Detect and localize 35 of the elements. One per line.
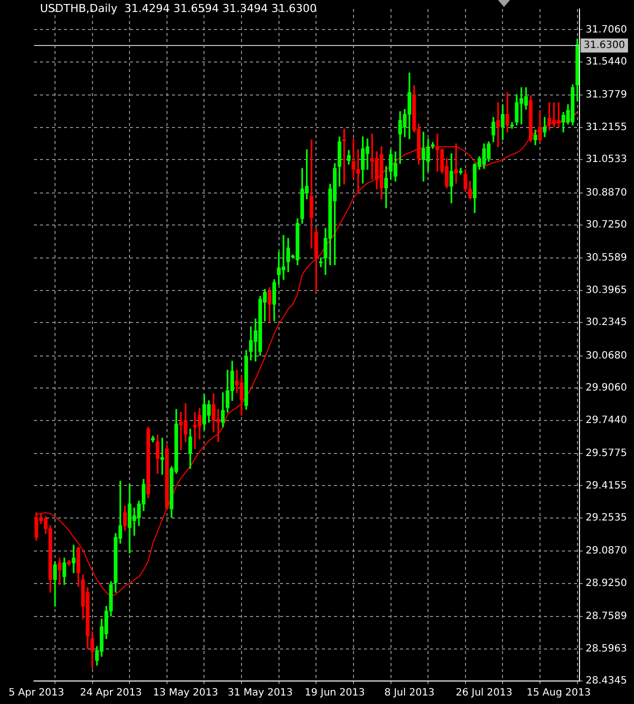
y-tick-label: 30.5589 (586, 252, 628, 264)
y-tick-label: 29.4155 (586, 480, 628, 492)
y-tick-label: 29.2535 (586, 512, 628, 524)
ref-line-label: 31.6300 (584, 40, 626, 52)
candlestick (454, 143, 458, 184)
x-tick-label: 26 Jul 2013 (456, 688, 512, 699)
y-tick-label: 29.9060 (586, 382, 628, 394)
candlestick (496, 102, 500, 148)
y-tick-label: 31.5440 (586, 56, 628, 68)
y-tick-label: 30.7250 (586, 220, 628, 231)
y-tick-label: 30.8870 (586, 187, 628, 198)
y-tick-label: 30.2345 (586, 317, 628, 328)
y-tick-label: 31.3779 (586, 90, 628, 101)
x-tick-label: 24 Apr 2013 (80, 688, 142, 699)
y-tick-label: 29.0870 (586, 546, 628, 557)
y-tick-label: 31.2155 (586, 122, 628, 133)
y-tick-label: 28.9250 (586, 578, 628, 589)
x-tick-label: 19 Jun 2013 (304, 688, 365, 699)
candlestick (510, 122, 514, 129)
y-tick-label: 28.4345 (586, 676, 628, 687)
y-tick-label: 29.5775 (586, 448, 628, 460)
y-tick-label: 30.0680 (586, 350, 628, 362)
y-tick-label: 28.7589 (586, 611, 628, 622)
x-tick-label: 15 Aug 2013 (526, 688, 591, 699)
x-tick-label: 31 May 2013 (228, 688, 293, 699)
candlestick (310, 139, 314, 248)
x-tick-label: 5 Apr 2013 (8, 688, 64, 699)
x-tick-label: 8 Jul 2013 (384, 688, 435, 699)
y-tick-label: 31.7060 (586, 24, 628, 36)
y-tick-label: 28.5963 (586, 643, 628, 654)
y-tick-label: 30.3965 (586, 284, 628, 296)
x-tick-label: 13 May 2013 (152, 688, 218, 699)
y-tick-label: 31.0533 (586, 154, 628, 166)
chart-title: USDTHB,Daily 31.4294 31.6594 31.3494 31.6300 (40, 2, 317, 15)
y-tick-label: 29.7440 (586, 414, 628, 426)
